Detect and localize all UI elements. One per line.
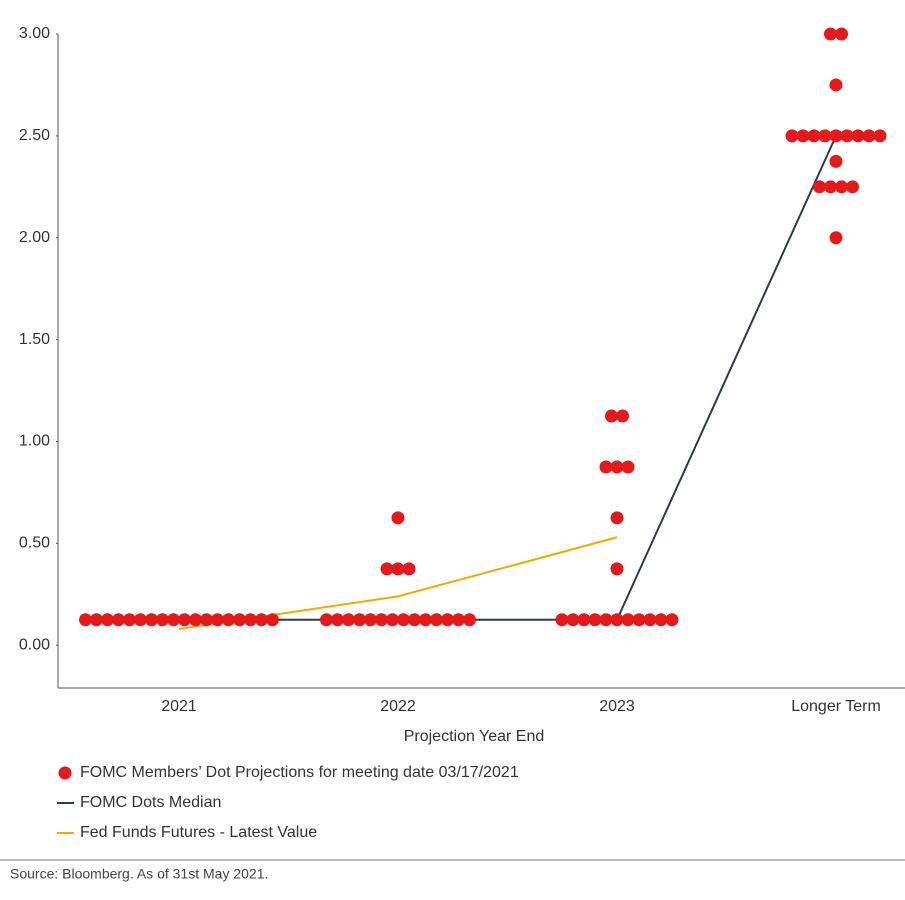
dot — [610, 460, 624, 474]
dot — [851, 129, 865, 143]
dot — [79, 613, 92, 627]
dot — [588, 613, 602, 627]
y-tick-label: 2.50 — [19, 127, 50, 144]
dot — [846, 180, 859, 194]
y-tick-label: 1.00 — [19, 433, 50, 450]
legend-label: FOMC Members’ Dot Projections for meetin… — [80, 764, 519, 781]
dot — [386, 613, 399, 627]
dot — [430, 613, 443, 627]
x-tick-label: 2023 — [599, 698, 635, 715]
dot — [402, 562, 416, 576]
dot — [605, 409, 618, 423]
dot — [441, 613, 454, 627]
legend-label: FOMC Dots Median — [80, 794, 221, 811]
dot — [156, 613, 169, 627]
dot — [375, 613, 388, 627]
dot — [599, 613, 613, 627]
dot — [610, 511, 624, 525]
dot — [463, 613, 476, 627]
dot — [342, 613, 355, 627]
dot — [266, 613, 279, 627]
dot — [796, 129, 810, 143]
x-tick-label: Longer Term — [791, 698, 881, 715]
dot — [167, 613, 180, 627]
dot — [829, 129, 843, 143]
dot — [632, 613, 646, 627]
dot — [134, 613, 147, 627]
dot — [391, 562, 405, 576]
y-tick-label: 0.00 — [19, 636, 50, 653]
dot — [189, 613, 202, 627]
y-tick-label: 3.00 — [19, 25, 50, 42]
dot — [824, 27, 837, 41]
dot — [555, 613, 569, 627]
line — [179, 135, 837, 621]
dot — [616, 409, 629, 423]
dot — [222, 613, 235, 627]
dot — [101, 613, 114, 627]
dot — [599, 460, 613, 474]
dot — [835, 180, 848, 194]
dot — [380, 562, 394, 576]
x-tick-label: 2021 — [161, 698, 197, 715]
dot — [807, 129, 821, 143]
dot — [829, 231, 843, 245]
dot — [610, 562, 624, 576]
dot — [829, 78, 843, 92]
y-tick-label: 2.00 — [19, 229, 50, 246]
dot — [211, 613, 224, 627]
dot — [835, 27, 848, 41]
dot — [200, 613, 213, 627]
dot — [824, 180, 837, 194]
dot — [577, 613, 591, 627]
dot — [145, 613, 158, 627]
dot — [873, 129, 887, 143]
dot — [320, 613, 333, 627]
x-axis-title: Projection Year End — [404, 728, 545, 745]
dot — [840, 129, 854, 143]
dot — [331, 613, 344, 627]
dot — [785, 129, 799, 143]
dot — [244, 613, 257, 627]
source: Source: Bloomberg. As of 31st May 2021. — [10, 866, 268, 882]
dot — [391, 511, 405, 525]
dot — [397, 613, 410, 627]
dot — [364, 613, 377, 627]
dot — [178, 613, 191, 627]
dot — [818, 129, 832, 143]
legend-label: Fed Funds Futures - Latest Value — [80, 824, 317, 841]
dot — [643, 613, 657, 627]
dot — [654, 613, 668, 627]
dot — [353, 613, 366, 627]
dot — [813, 180, 826, 194]
dot — [123, 613, 136, 627]
dot — [408, 613, 421, 627]
dot — [665, 613, 679, 627]
dot — [621, 613, 635, 627]
dot — [566, 613, 580, 627]
dot — [419, 613, 432, 627]
x-tick-label: 2022 — [380, 698, 416, 715]
dot — [621, 460, 635, 474]
line — [178, 536, 618, 630]
y-tick-label: 1.50 — [19, 331, 50, 348]
dot — [862, 129, 876, 143]
dot — [90, 613, 103, 627]
legend-swatch — [58, 766, 72, 780]
dot — [255, 613, 268, 627]
dot — [452, 613, 465, 627]
dot — [829, 154, 843, 168]
dot — [112, 613, 125, 627]
dot — [610, 613, 624, 627]
dot — [233, 613, 246, 627]
y-tick-label: 0.50 — [19, 535, 50, 552]
